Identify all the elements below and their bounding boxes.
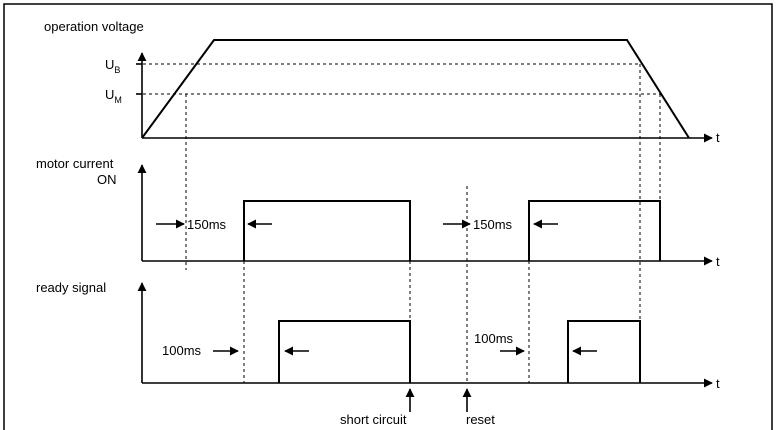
um-label: UM [105, 87, 122, 105]
ready-signal-label: ready signal [36, 280, 106, 295]
motor-pulse-1 [243, 200, 411, 261]
voltage-t-label: t [716, 130, 720, 145]
delay-100ms-second: 100ms [474, 331, 514, 346]
motor-current-label: motor current [36, 156, 114, 171]
motor-pulse-2 [528, 200, 661, 261]
reset-label: reset [466, 412, 495, 427]
ready-pulse-2 [567, 320, 641, 383]
ready-pulse-1 [278, 320, 411, 383]
delay-150ms-first: 150ms [187, 217, 227, 232]
short-circuit-label: short circuit [340, 412, 407, 427]
delay-100ms-first: 100ms [162, 343, 202, 358]
motor-current-on-label: ON [97, 172, 117, 187]
delay-150ms-second: 150ms [473, 217, 513, 232]
operation-voltage-label: operation voltage [44, 19, 144, 34]
ready-t-label: t [716, 376, 720, 391]
ub-label: UB [105, 57, 120, 75]
diagram-frame [3, 3, 773, 430]
voltage-curve [141, 39, 690, 139]
motor-t-label: t [716, 254, 720, 269]
